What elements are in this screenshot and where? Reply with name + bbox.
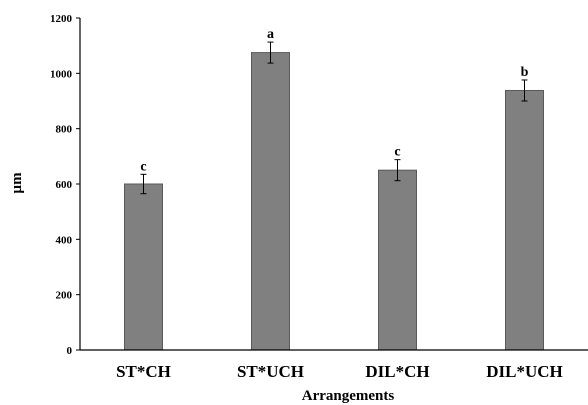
y-tick-label: 800 xyxy=(56,124,73,136)
x-category-label: ST*CH xyxy=(116,362,171,381)
y-tick-label: 200 xyxy=(56,290,73,302)
error-bar xyxy=(140,173,147,195)
error-bar xyxy=(394,159,401,182)
x-category-label: ST*UCH xyxy=(237,362,304,381)
y-axis-title: µm xyxy=(9,172,25,194)
y-tick-label: 400 xyxy=(56,234,73,246)
x-category-label: DIL*UCH xyxy=(486,362,563,381)
category-labels: ST*CH ST*UCH DIL*CH DIL*UCH xyxy=(116,362,563,381)
significance-label: c xyxy=(140,159,146,174)
significance-label: c xyxy=(394,145,400,160)
axes xyxy=(79,18,588,351)
y-tick-label: 0 xyxy=(67,345,73,357)
error-bar xyxy=(521,79,528,102)
error-bar xyxy=(267,41,274,64)
y-axis-ticks: 0 200 400 600 800 1000 1200 xyxy=(50,13,80,357)
significance-label: a xyxy=(267,27,274,42)
bar xyxy=(124,183,163,351)
y-tick-label: 1200 xyxy=(50,13,73,25)
bar xyxy=(251,52,290,351)
bar xyxy=(378,169,417,351)
bars: c a c b xyxy=(124,27,544,351)
x-axis-title: Arrangements xyxy=(302,388,395,404)
bar xyxy=(505,89,544,351)
significance-label: b xyxy=(521,65,529,80)
y-tick-label: 600 xyxy=(56,179,73,191)
y-tick-label: 1000 xyxy=(50,68,73,80)
x-category-label: DIL*CH xyxy=(365,362,429,381)
